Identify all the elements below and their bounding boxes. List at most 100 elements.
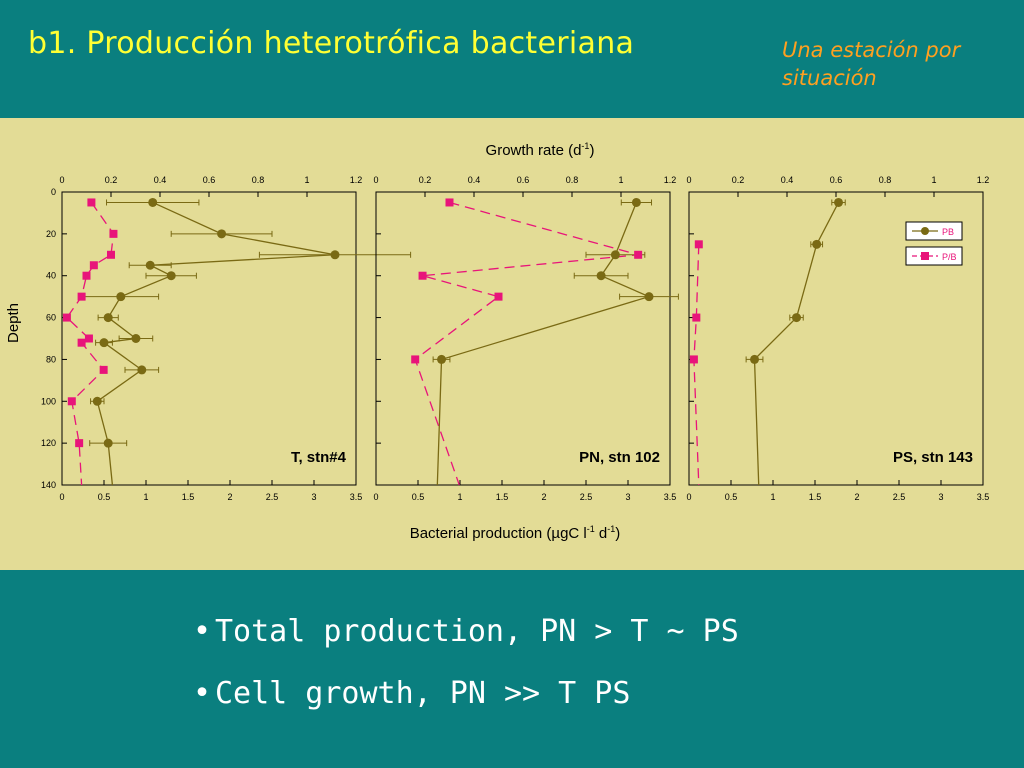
top-tick-label: 1 [931, 175, 936, 185]
production-point [131, 334, 141, 343]
bottom-tick-label: 3.5 [350, 492, 363, 502]
growth-rate-line [414, 201, 639, 486]
production-point [145, 260, 155, 270]
growth-rate-point [89, 261, 98, 270]
bottom-tick-label: 1.5 [182, 492, 195, 502]
bottom-tick-label: 2.5 [266, 492, 279, 502]
bottom-tick-label: 1.5 [496, 492, 509, 502]
bottom-tick-label: 1 [143, 492, 148, 502]
top-tick-label: 0.6 [203, 175, 216, 185]
bottom-tick-label: 1.5 [809, 492, 822, 502]
production-line [96, 201, 336, 486]
bottom-tick-label: 0 [373, 492, 378, 502]
top-tick-label: 1 [304, 175, 309, 185]
bottom-tick-label: 3 [938, 492, 943, 502]
slide-subtitle: Una estación por situación [782, 38, 961, 90]
production-point [137, 365, 147, 375]
bullet-item: • Total production, PN > T ~ PS [193, 608, 739, 670]
bullet-text: Cell growth, PN >> T PS [215, 676, 631, 711]
top-tick-label: 0.8 [566, 175, 579, 185]
production-point [217, 229, 227, 239]
growth-rate-point [67, 397, 76, 406]
bullet-text: Total production, PN > T ~ PS [215, 614, 739, 649]
production-point [750, 354, 760, 364]
growth-rate-point [689, 355, 698, 364]
legend-label: PB [942, 227, 954, 237]
bottom-tick-label: 2 [541, 492, 546, 502]
legend-label: P/B [942, 252, 957, 262]
bottom-tick-label: 3 [311, 492, 316, 502]
production-point [330, 250, 340, 260]
growth-rate-point [87, 198, 96, 207]
top-axis-title: Growth rate (d-1) [486, 141, 595, 159]
production-point [834, 197, 844, 207]
production-point [792, 313, 802, 323]
y-axis-title: Depth [5, 303, 22, 343]
bottom-tick-label: 0.5 [725, 492, 738, 502]
production-point [644, 292, 654, 302]
top-tick-label: 0.6 [830, 175, 843, 185]
bottom-tick-label: 0 [59, 492, 64, 502]
bottom-tick-label: 1 [770, 492, 775, 502]
legend-box [905, 246, 963, 266]
production-point [148, 197, 158, 207]
chart-panel: Growth rate (d-1) Bacterial production (… [0, 118, 1024, 570]
growth-rate-line [693, 244, 700, 486]
top-tick-label: 0.4 [154, 175, 167, 185]
bottom-tick-label: 1 [457, 492, 462, 502]
top-tick-label: 1.2 [350, 175, 363, 185]
bottom-tick-label: 3 [625, 492, 630, 502]
growth-rate-point [411, 355, 420, 364]
growth-rate-point [82, 271, 91, 280]
bottom-tick-label: 0.5 [98, 492, 111, 502]
production-point [610, 250, 620, 260]
production-point [631, 197, 641, 207]
plot-group: 0 0.2 0.4 0.6 0.8 1 1.20 0.5 1 1.5 2 2.5 3 3.50204060… [41, 175, 989, 502]
top-tick-label: 0.8 [252, 175, 265, 185]
y-tick-label: 20 [46, 229, 56, 239]
bullet-glyph: • [193, 676, 212, 711]
top-tick-label: 0.2 [105, 175, 118, 185]
growth-rate-point [418, 271, 427, 280]
growth-rate-point [99, 365, 108, 374]
top-tick-label: 0 [59, 175, 64, 185]
bottom-tick-label: 2 [227, 492, 232, 502]
depth-profile-chart: Growth rate (d-1) Bacterial production (… [5, 141, 989, 542]
header-band [0, 0, 1024, 118]
top-tick-label: 1.2 [664, 175, 677, 185]
top-tick-label: 0.6 [517, 175, 530, 185]
top-tick-label: 1.2 [977, 175, 990, 185]
bottom-tick-label: 3.5 [977, 492, 990, 502]
legend: PB P/B [905, 221, 963, 266]
growth-rate-point [694, 240, 703, 249]
production-point [99, 338, 109, 348]
bullet-glyph: • [193, 614, 212, 649]
growth-rate-point [445, 198, 454, 207]
y-tick-label: 120 [41, 438, 56, 448]
bottom-tick-label: 2.5 [580, 492, 593, 502]
top-tick-label: 1 [618, 175, 623, 185]
bullet-item: • Cell growth, PN >> T PS [193, 670, 739, 732]
y-tick-label: 0 [51, 187, 56, 197]
growth-rate-point [692, 313, 701, 322]
y-tick-label: 80 [46, 354, 56, 364]
production-point [596, 271, 606, 281]
y-tick-label: 60 [46, 313, 56, 323]
growth-rate-point [77, 292, 86, 301]
y-tick-label: 40 [46, 271, 56, 281]
production-point [92, 396, 102, 406]
legend-marker [921, 227, 929, 235]
production-point [103, 438, 113, 448]
panel-label: PS, stn 143 [893, 449, 973, 466]
top-tick-label: 0 [686, 175, 691, 185]
bottom-axis-title: Bacterial production (µgC l-1 d-1) [410, 524, 621, 542]
production-point [116, 292, 126, 302]
bottom-tick-label: 2 [854, 492, 859, 502]
y-tick-label: 100 [41, 396, 56, 406]
growth-rate-point [84, 334, 93, 343]
growth-rate-point [109, 229, 118, 238]
panel-label: PN, stn 102 [579, 449, 660, 466]
top-tick-label: 0.8 [879, 175, 892, 185]
plot-frame [375, 191, 671, 486]
top-tick-label: 0.4 [468, 175, 481, 185]
